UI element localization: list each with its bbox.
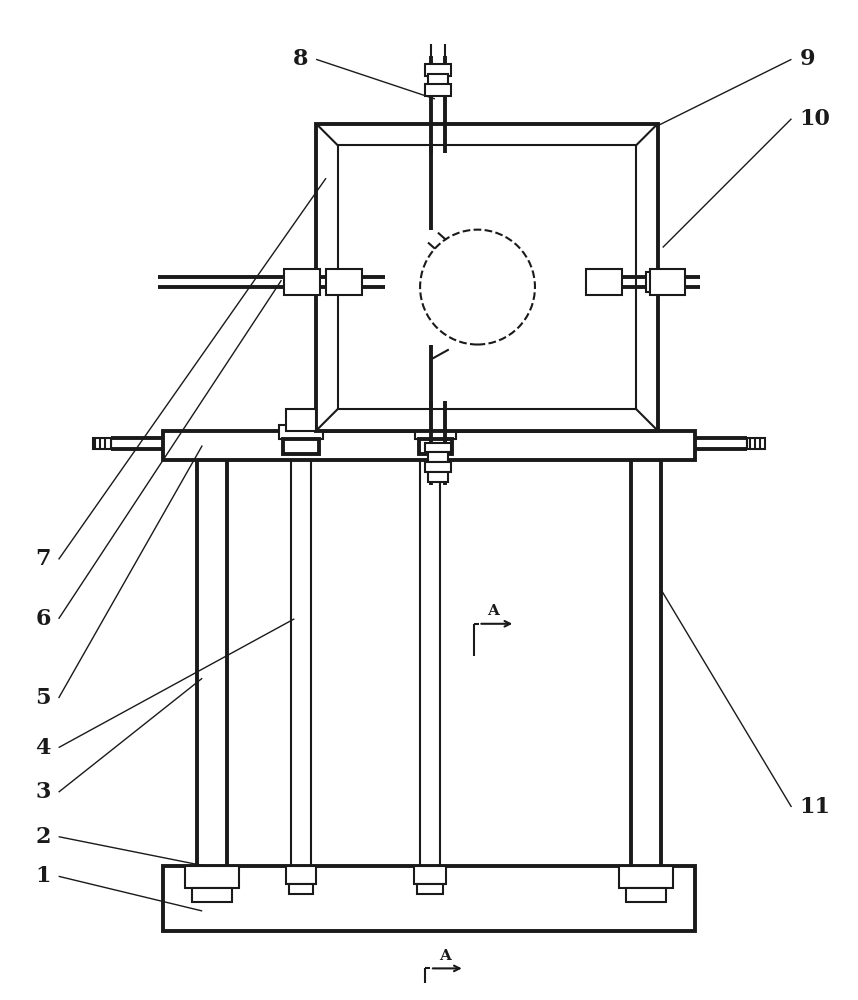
- Text: 5: 5: [35, 687, 51, 709]
- Text: A: A: [487, 604, 499, 618]
- Bar: [417, 884, 443, 894]
- Bar: [163, 431, 695, 460]
- Bar: [428, 452, 448, 462]
- Text: 6: 6: [35, 608, 51, 630]
- Bar: [590, 272, 616, 292]
- Bar: [419, 439, 452, 454]
- Bar: [428, 74, 448, 86]
- Bar: [646, 272, 672, 292]
- Text: 8: 8: [293, 48, 308, 70]
- Bar: [284, 269, 320, 295]
- Bar: [330, 272, 356, 292]
- Bar: [425, 64, 450, 76]
- Text: 3: 3: [35, 781, 51, 803]
- Text: 9: 9: [800, 48, 815, 70]
- Text: 2: 2: [35, 826, 51, 848]
- Bar: [289, 884, 313, 894]
- Bar: [425, 84, 450, 96]
- Bar: [425, 443, 450, 452]
- Bar: [415, 425, 456, 439]
- Bar: [338, 145, 636, 409]
- Bar: [626, 888, 666, 902]
- Text: 1: 1: [35, 865, 51, 887]
- Bar: [192, 888, 232, 902]
- Bar: [316, 124, 658, 431]
- Bar: [326, 269, 362, 295]
- Bar: [185, 866, 239, 888]
- Bar: [587, 269, 622, 295]
- Bar: [163, 866, 695, 931]
- Bar: [288, 272, 314, 292]
- Text: A: A: [439, 949, 450, 963]
- Text: 10: 10: [800, 108, 831, 130]
- Circle shape: [420, 230, 535, 345]
- Bar: [414, 866, 446, 884]
- Text: 7: 7: [35, 548, 51, 570]
- Text: 4: 4: [35, 737, 51, 759]
- Bar: [746, 438, 764, 449]
- Bar: [94, 438, 112, 449]
- Bar: [280, 425, 323, 439]
- Bar: [283, 439, 319, 454]
- Bar: [287, 866, 316, 884]
- Bar: [650, 269, 686, 295]
- Bar: [428, 472, 448, 482]
- Bar: [619, 866, 673, 888]
- Text: 11: 11: [800, 796, 831, 818]
- Bar: [287, 409, 316, 431]
- Bar: [425, 462, 450, 472]
